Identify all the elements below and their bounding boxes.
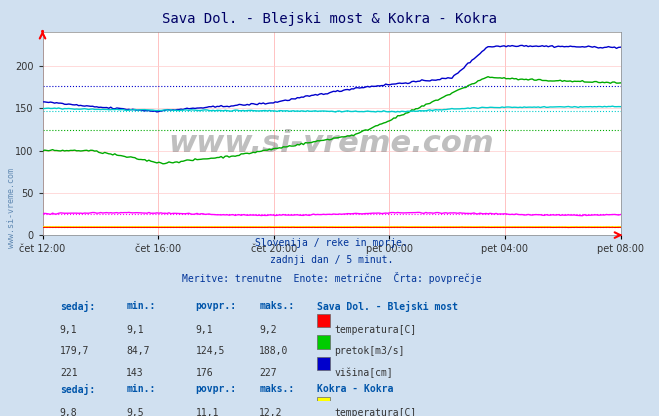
- Text: 9,1: 9,1: [60, 324, 78, 335]
- Text: 9,1: 9,1: [127, 324, 144, 335]
- FancyBboxPatch shape: [317, 314, 330, 327]
- Text: www.si-vreme.com: www.si-vreme.com: [169, 129, 494, 158]
- Text: min.:: min.:: [127, 384, 156, 394]
- Text: maks.:: maks.:: [259, 384, 295, 394]
- Text: 227: 227: [259, 368, 277, 378]
- Text: povpr.:: povpr.:: [196, 302, 237, 312]
- Text: 84,7: 84,7: [127, 346, 150, 356]
- Text: www.si-vreme.com: www.si-vreme.com: [7, 168, 16, 248]
- Text: Sava Dol. - Blejski most: Sava Dol. - Blejski most: [317, 302, 458, 312]
- Text: sedaj:: sedaj:: [60, 302, 95, 312]
- Text: višina[cm]: višina[cm]: [334, 368, 393, 378]
- Text: 188,0: 188,0: [259, 346, 289, 356]
- Text: temperatura[C]: temperatura[C]: [334, 408, 416, 416]
- Text: min.:: min.:: [127, 302, 156, 312]
- Text: 179,7: 179,7: [60, 346, 89, 356]
- Text: 176: 176: [196, 368, 214, 378]
- Text: 9,5: 9,5: [127, 408, 144, 416]
- Text: 221: 221: [60, 368, 78, 378]
- Text: 124,5: 124,5: [196, 346, 225, 356]
- Text: 143: 143: [127, 368, 144, 378]
- FancyBboxPatch shape: [317, 357, 330, 370]
- Text: maks.:: maks.:: [259, 302, 295, 312]
- Text: sedaj:: sedaj:: [60, 384, 95, 396]
- Text: 12,2: 12,2: [259, 408, 283, 416]
- FancyBboxPatch shape: [317, 335, 330, 349]
- Text: 9,8: 9,8: [60, 408, 78, 416]
- Text: 11,1: 11,1: [196, 408, 219, 416]
- Text: 9,1: 9,1: [196, 324, 214, 335]
- Text: pretok[m3/s]: pretok[m3/s]: [334, 346, 405, 356]
- Text: temperatura[C]: temperatura[C]: [334, 324, 416, 335]
- Text: povpr.:: povpr.:: [196, 384, 237, 394]
- Text: Meritve: trenutne  Enote: metrične  Črta: povprečje: Meritve: trenutne Enote: metrične Črta: …: [182, 272, 481, 284]
- Text: zadnji dan / 5 minut.: zadnji dan / 5 minut.: [270, 255, 393, 265]
- Text: Sava Dol. - Blejski most & Kokra - Kokra: Sava Dol. - Blejski most & Kokra - Kokra: [162, 12, 497, 27]
- Text: Slovenija / reke in morje.: Slovenija / reke in morje.: [255, 238, 408, 248]
- FancyBboxPatch shape: [317, 397, 330, 410]
- Text: 9,2: 9,2: [259, 324, 277, 335]
- Text: Kokra - Kokra: Kokra - Kokra: [317, 384, 393, 394]
